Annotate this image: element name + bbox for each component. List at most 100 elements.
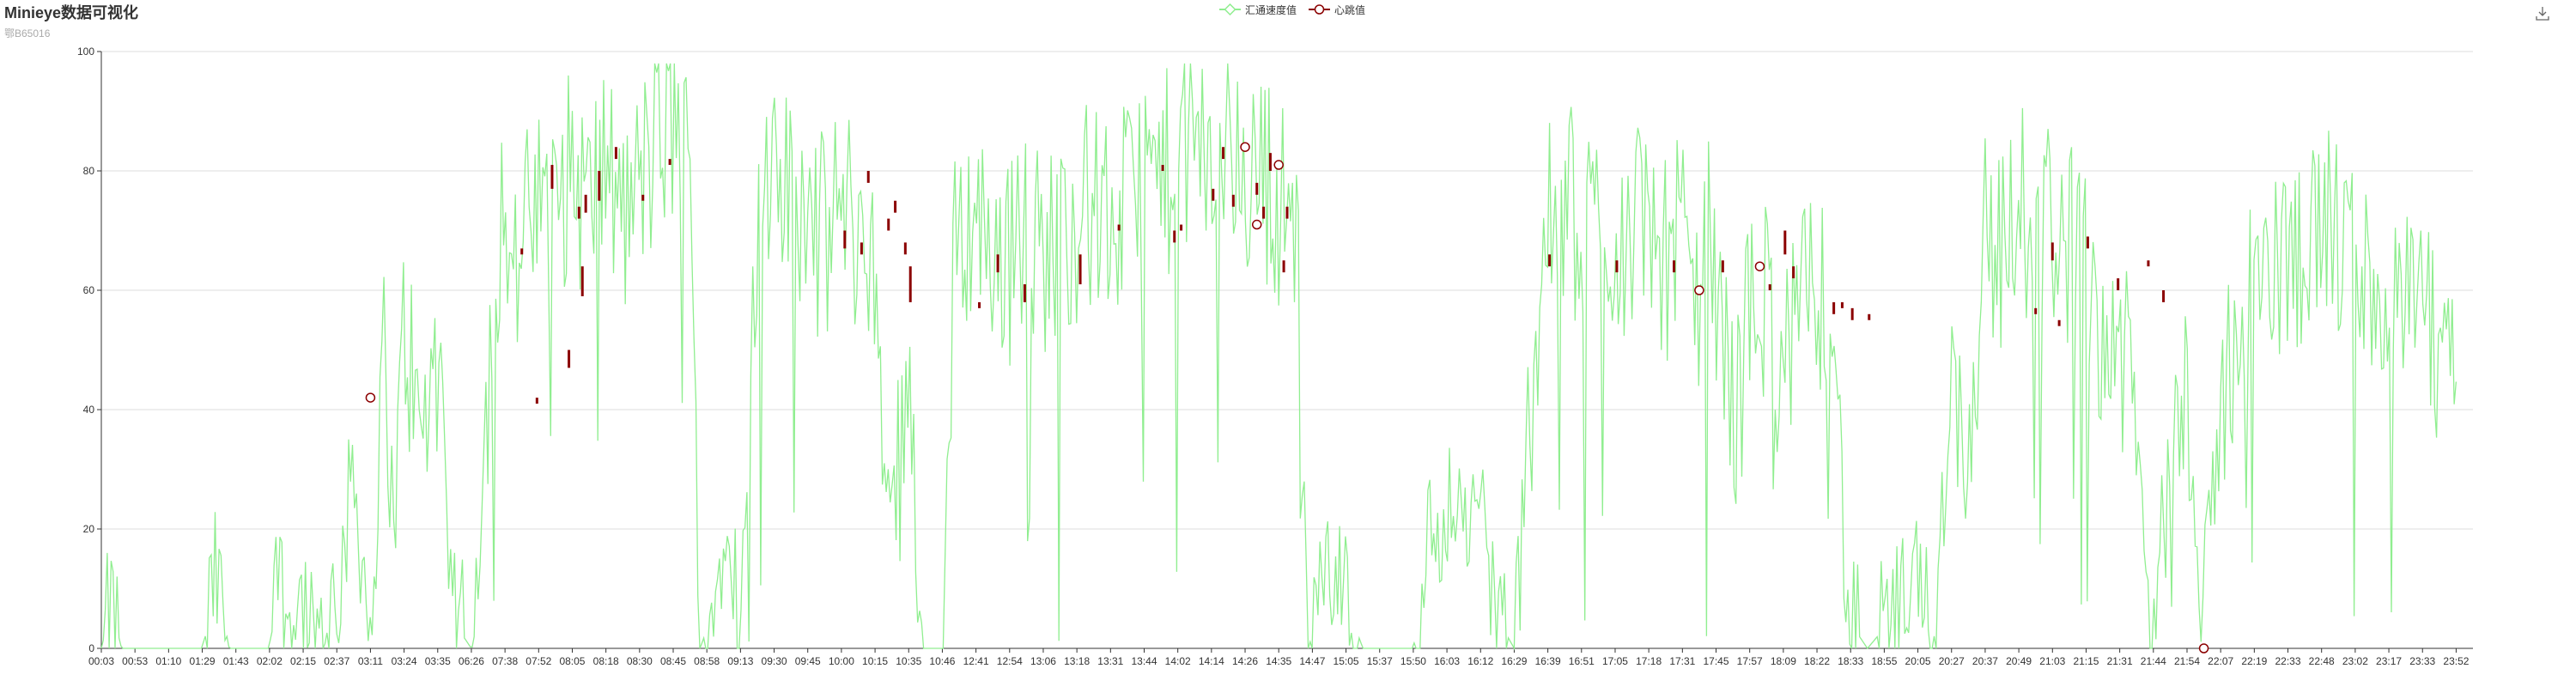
x-tick-label: 20:49 [2006, 655, 2032, 667]
x-tick-label: 21:03 [2039, 655, 2065, 667]
x-tick-label: 18:09 [1771, 655, 1796, 667]
x-tick-label: 22:33 [2275, 655, 2301, 667]
x-tick-label: 14:26 [1232, 655, 1258, 667]
x-tick-label: 20:27 [1939, 655, 1965, 667]
y-tick-label: 100 [77, 46, 94, 58]
x-tick-label: 09:13 [727, 655, 753, 667]
heartbeat-candle [1840, 301, 1844, 308]
heartbeat-candle [568, 350, 571, 368]
x-tick-label: 12:54 [997, 655, 1023, 667]
x-tick-label: 00:53 [122, 655, 148, 667]
legend-item-speed[interactable]: 汇通速度值 [1219, 3, 1297, 17]
x-tick-label: 10:46 [929, 655, 955, 667]
y-tick-label: 60 [83, 284, 95, 296]
x-tick-label: 10:35 [896, 655, 921, 667]
heartbeat-candle [2147, 260, 2150, 267]
x-tick-label: 23:52 [2443, 655, 2469, 667]
x-tick-label: 00:03 [88, 655, 114, 667]
x-tick-label: 18:22 [1804, 655, 1830, 667]
heartbeat-candle [1768, 284, 1771, 290]
x-tick-label: 02:02 [257, 655, 283, 667]
heartbeat-candle [641, 194, 645, 201]
heartbeat-candle [860, 242, 863, 255]
chart-subtitle: 鄂B65016 [4, 27, 51, 40]
x-tick-label: 10:00 [829, 655, 854, 667]
x-tick-label: 20:05 [1905, 655, 1931, 667]
legend-label-speed: 汇通速度值 [1245, 3, 1297, 16]
x-tick-label: 16:51 [1569, 655, 1595, 667]
x-tick-label: 16:12 [1467, 655, 1493, 667]
heartbeat-candle [1180, 224, 1183, 231]
heartbeat-candle [535, 398, 538, 404]
heartbeat-candle [1868, 313, 1871, 320]
x-tick-label: 09:45 [795, 655, 821, 667]
y-tick-label: 40 [83, 404, 95, 416]
x-tick-label: 08:45 [660, 655, 686, 667]
heartbeat-candle [1673, 260, 1676, 273]
legend-item-heartbeat[interactable]: 心跳值 [1309, 3, 1365, 17]
heartbeat-candle [1161, 165, 1164, 171]
speed-series-line [100, 63, 2458, 651]
heartbeat-candle [577, 206, 580, 219]
heartbeat-marker [1251, 219, 1262, 230]
heartbeat-candle [584, 194, 587, 213]
x-tick-label: 01:43 [223, 655, 249, 667]
heartbeat-candle [903, 242, 907, 255]
heartbeat-candle [520, 248, 524, 255]
x-tick-label: 14:47 [1299, 655, 1325, 667]
x-tick-label: 10:15 [862, 655, 888, 667]
x-tick-label: 14:02 [1165, 655, 1191, 667]
heartbeat-candle [668, 159, 671, 166]
heartbeat-candle [614, 147, 617, 160]
x-tick-label: 14:14 [1199, 655, 1224, 667]
x-tick-label: 15:50 [1400, 655, 1426, 667]
x-tick-label: 13:44 [1131, 655, 1157, 667]
heartbeat-marker [365, 392, 376, 403]
x-tick-label: 03:11 [358, 655, 383, 667]
heartbeat-candle [1282, 260, 1285, 273]
x-tick-label: 23:17 [2376, 655, 2402, 667]
heartbeat-candle [978, 301, 981, 308]
heartbeat-candle [843, 230, 847, 249]
x-tick-label: 13:31 [1097, 655, 1123, 667]
x-tick-label: 02:37 [324, 655, 349, 667]
x-tick-label: 22:07 [2208, 655, 2233, 667]
heartbeat-candle [2086, 236, 2089, 249]
heartbeat-candle [550, 165, 554, 189]
x-tick-label: 17:05 [1602, 655, 1628, 667]
heartbeat-candle [1721, 260, 1724, 273]
heartbeat-candle [908, 266, 912, 302]
x-tick-label: 07:38 [492, 655, 518, 667]
heartbeat-candle [1285, 206, 1289, 219]
heartbeat-candle [1268, 153, 1272, 171]
download-button[interactable] [2533, 4, 2552, 23]
line-circle-icon [1309, 4, 1331, 15]
x-tick-label: 16:39 [1535, 655, 1561, 667]
heartbeat-candle [894, 200, 897, 213]
x-tick-label: 14:35 [1266, 655, 1291, 667]
line-diamond-icon [1219, 3, 1241, 15]
heartbeat-candle [887, 218, 890, 231]
x-tick-label: 03:24 [392, 655, 417, 667]
x-tick-label: 08:18 [593, 655, 619, 667]
x-tick-label: 13:06 [1030, 655, 1056, 667]
heartbeat-marker [1694, 285, 1704, 295]
legend-label-heartbeat: 心跳值 [1334, 3, 1366, 16]
download-icon [2536, 7, 2549, 21]
heartbeat-candle [1262, 206, 1266, 219]
x-tick-label: 12:41 [963, 655, 989, 667]
heartbeat-candle [1792, 266, 1795, 279]
heartbeat-candle [2057, 319, 2061, 326]
heartbeat-candle [1850, 307, 1854, 320]
heartbeat-candle [1117, 224, 1121, 231]
x-tick-label: 13:18 [1064, 655, 1090, 667]
y-tick-label: 0 [88, 642, 94, 654]
x-tick-label: 18:33 [1838, 655, 1863, 667]
x-tick-label: 18:55 [1871, 655, 1897, 667]
heartbeat-candle [580, 266, 584, 296]
x-tick-label: 08:05 [559, 655, 585, 667]
x-tick-label: 22:19 [2241, 655, 2267, 667]
x-tick-label: 21:54 [2174, 655, 2200, 667]
heartbeat-candle [1231, 194, 1235, 207]
x-tick-label: 08:58 [694, 655, 720, 667]
